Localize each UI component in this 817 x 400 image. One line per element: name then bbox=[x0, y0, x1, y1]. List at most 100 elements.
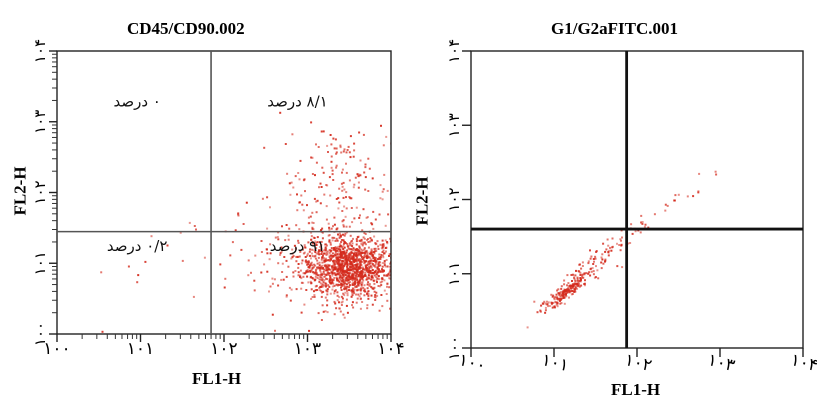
chart-1-data-point bbox=[371, 303, 374, 306]
chart-1-data-point bbox=[363, 289, 365, 292]
chart-1-data-point bbox=[277, 284, 280, 287]
chart-1-data-point bbox=[320, 229, 323, 231]
chart-1-data-point bbox=[333, 300, 336, 303]
chart-1-data-point bbox=[260, 251, 263, 253]
chart-2-y-tick-label: ۱۰۱ bbox=[445, 262, 463, 286]
chart-1-data-point bbox=[357, 186, 360, 189]
chart-2-data-point bbox=[567, 285, 570, 288]
chart-1-data-point bbox=[332, 248, 335, 251]
chart-1-data-point bbox=[342, 244, 345, 247]
chart-1-data-point bbox=[321, 285, 324, 288]
chart-1-data-point bbox=[394, 301, 396, 303]
chart-1-data-point bbox=[296, 193, 298, 196]
chart-1-data-point bbox=[342, 278, 344, 281]
chart-1-data-point bbox=[351, 301, 354, 304]
chart-1-data-point bbox=[318, 280, 321, 283]
chart-1-data-point bbox=[357, 273, 360, 276]
chart-1-data-point bbox=[336, 253, 339, 256]
chart-1-data-point bbox=[342, 275, 345, 278]
chart-1-data-point bbox=[379, 243, 382, 246]
chart-1-data-point bbox=[316, 236, 319, 239]
chart-1-data-point bbox=[341, 263, 344, 266]
chart-1-data-point bbox=[352, 237, 354, 240]
chart-1-data-point bbox=[374, 266, 377, 269]
chart-1-data-point bbox=[348, 254, 351, 257]
chart-1-data-point bbox=[332, 255, 335, 258]
chart-1-data-point bbox=[341, 168, 344, 171]
chart-1-data-point bbox=[362, 256, 365, 259]
chart-1-data-point bbox=[342, 219, 345, 222]
chart-2-data-point bbox=[608, 249, 611, 252]
chart-2-data-point bbox=[548, 305, 551, 307]
chart-1-data-point bbox=[335, 258, 338, 261]
chart-2-data-point bbox=[536, 311, 539, 314]
chart-1-data-point bbox=[344, 252, 347, 255]
chart-2-data-point bbox=[559, 302, 562, 305]
chart-1-data-point bbox=[326, 293, 329, 296]
chart-1-data-point bbox=[357, 271, 360, 274]
chart-1-data-point bbox=[360, 242, 363, 245]
chart-1-data-point bbox=[347, 282, 350, 284]
chart-1-data-point bbox=[325, 283, 328, 286]
chart-1-data-point bbox=[352, 290, 355, 293]
chart-1-data-point bbox=[297, 263, 300, 265]
chart-2-points bbox=[526, 170, 718, 329]
chart-2-data-point bbox=[589, 274, 592, 277]
chart-1-data-point bbox=[368, 268, 370, 271]
chart-1-data-point bbox=[396, 267, 398, 269]
chart-1-data-point bbox=[325, 265, 328, 267]
chart-1-data-point bbox=[263, 146, 266, 149]
chart-1-data-point bbox=[345, 298, 348, 301]
chart-2-data-point bbox=[580, 284, 583, 287]
chart-1-data-point bbox=[381, 198, 384, 201]
chart-1-data-point bbox=[309, 280, 312, 283]
chart-2-data-point bbox=[560, 290, 563, 293]
chart-2-data-point bbox=[600, 261, 603, 264]
chart-1-data-point bbox=[359, 261, 361, 264]
chart-1-data-point bbox=[224, 277, 227, 280]
chart-1-data-point bbox=[266, 252, 269, 255]
chart-1-data-point bbox=[327, 259, 330, 262]
chart-1-data-point bbox=[371, 177, 374, 180]
chart-1-data-point bbox=[367, 274, 370, 277]
chart-2-y-tick-label: ۱۰۳ bbox=[445, 113, 463, 137]
chart-1-data-point bbox=[342, 313, 345, 316]
chart-1-data-point bbox=[318, 278, 321, 281]
chart-1-data-point bbox=[344, 215, 347, 218]
chart-1-data-point bbox=[329, 275, 331, 277]
chart-1-data-point bbox=[137, 274, 140, 277]
chart-1-data-point bbox=[322, 254, 324, 257]
chart-1-data-point bbox=[338, 234, 341, 237]
chart-1-data-point bbox=[310, 235, 313, 238]
chart-1-data-point bbox=[406, 236, 408, 238]
chart-1-data-point bbox=[374, 270, 376, 273]
chart-1-data-point bbox=[337, 250, 340, 253]
chart-2-data-point bbox=[565, 289, 568, 291]
chart-1-data-point bbox=[366, 283, 369, 286]
chart-1-data-point bbox=[381, 265, 384, 268]
chart-2-data-point bbox=[574, 280, 577, 283]
chart-2-data-point bbox=[571, 286, 574, 289]
chart-2-data-point bbox=[589, 249, 591, 252]
chart-2-data-point bbox=[574, 274, 577, 277]
chart-1-data-point bbox=[360, 285, 363, 288]
chart-1-data-point bbox=[373, 252, 376, 255]
chart-1-data-point bbox=[315, 161, 318, 164]
chart-1-data-point bbox=[345, 207, 348, 210]
chart-1-data-point bbox=[319, 182, 322, 185]
chart-1-data-point bbox=[344, 255, 346, 258]
chart-1-data-point bbox=[383, 262, 386, 265]
chart-1-data-point bbox=[346, 292, 349, 295]
chart-1-data-point bbox=[399, 241, 401, 243]
chart-1-data-point bbox=[364, 243, 367, 246]
chart-1-data-point bbox=[310, 231, 313, 234]
chart-1-data-point bbox=[345, 254, 348, 257]
chart-1-data-point bbox=[306, 268, 309, 271]
chart-1-data-point bbox=[342, 181, 345, 184]
chart-1-data-point bbox=[330, 160, 333, 163]
chart-1-data-point bbox=[355, 206, 358, 209]
chart-1-data-point bbox=[384, 247, 387, 249]
chart-1-data-point bbox=[349, 265, 351, 268]
chart-1-data-point bbox=[376, 294, 379, 297]
chart-1-data-point bbox=[350, 276, 353, 279]
